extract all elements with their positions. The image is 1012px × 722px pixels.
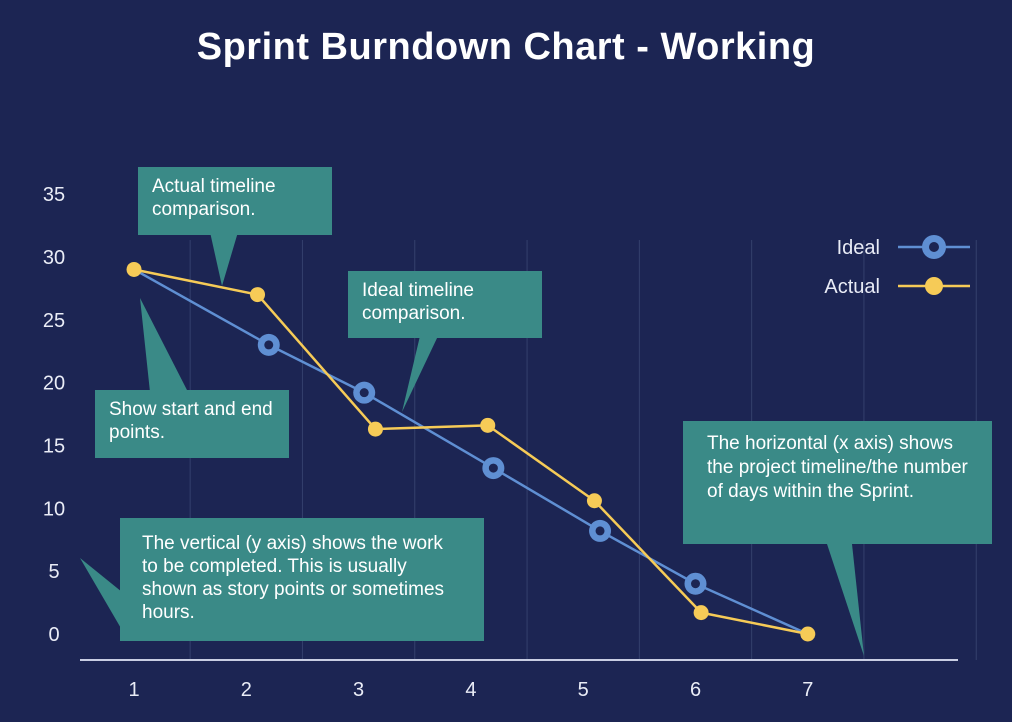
callout-x-axis: The horizontal (x axis) shows the projec… bbox=[683, 421, 992, 544]
actual-point bbox=[480, 417, 496, 433]
ideal-point-center bbox=[595, 526, 605, 536]
y-tick-label: 35 bbox=[43, 184, 65, 206]
y-tick-label: 5 bbox=[48, 561, 59, 583]
legend-actual-marker bbox=[925, 277, 943, 295]
callout-pointers bbox=[80, 232, 864, 656]
actual-point bbox=[800, 626, 816, 642]
y-tick-label: 0 bbox=[48, 624, 59, 646]
y-tick-label: 20 bbox=[43, 373, 65, 395]
callout-y-axis: The vertical (y axis) shows the work to … bbox=[120, 518, 484, 641]
y-tick-label: 30 bbox=[43, 247, 65, 269]
x-tick-label: 6 bbox=[690, 679, 701, 701]
callout-pointer bbox=[827, 544, 864, 656]
callout-text: The horizontal (x axis) shows the projec… bbox=[707, 433, 968, 502]
callout-pointer bbox=[140, 298, 188, 392]
callout-text: Actual timeline comparison. bbox=[152, 176, 276, 220]
legend-label-ideal: Ideal bbox=[837, 237, 880, 259]
actual-point bbox=[250, 287, 266, 303]
ideal-point-center bbox=[488, 463, 498, 473]
actual-point bbox=[367, 421, 383, 437]
actual-point bbox=[126, 261, 142, 277]
ideal-point-center bbox=[359, 388, 369, 398]
callout-text: Ideal timeline comparison. bbox=[362, 280, 474, 324]
x-tick-label: 2 bbox=[241, 679, 252, 701]
legend-label-actual: Actual bbox=[824, 276, 880, 298]
callout-text: Show start and end points. bbox=[109, 399, 273, 443]
ideal-point-center bbox=[691, 579, 700, 589]
x-tick-label: 5 bbox=[578, 679, 589, 701]
series bbox=[126, 261, 816, 642]
legend-ideal-marker-center bbox=[929, 242, 939, 252]
x-tick-label: 3 bbox=[353, 679, 364, 701]
y-tick-label: 25 bbox=[43, 310, 65, 332]
x-tick-label: 7 bbox=[802, 679, 813, 701]
y-tick-label: 10 bbox=[43, 498, 65, 520]
actual-point bbox=[693, 605, 709, 621]
ideal-point-center bbox=[264, 340, 274, 350]
actual-point bbox=[586, 493, 602, 509]
x-tick-label: 4 bbox=[465, 679, 476, 701]
callout-text: The vertical (y axis) shows the work to … bbox=[142, 533, 445, 623]
callout-start-end-points: Show start and end points. bbox=[95, 390, 289, 458]
callout-ideal-timeline: Ideal timeline comparison. bbox=[348, 271, 542, 338]
chart-title: Sprint Burndown Chart - Working bbox=[196, 26, 816, 68]
axes: 1 2 3 4 5 6 7 0 5 10 15 20 25 30 35 bbox=[43, 184, 958, 701]
legend: Ideal Actual bbox=[824, 235, 970, 298]
y-tick-label: 15 bbox=[43, 435, 65, 457]
callout-pointer bbox=[80, 558, 122, 630]
callout-pointer bbox=[402, 336, 438, 412]
callout-actual-timeline: Actual timeline comparison. bbox=[138, 167, 332, 235]
x-tick-label: 1 bbox=[128, 679, 139, 701]
callout-pointer bbox=[210, 232, 238, 286]
